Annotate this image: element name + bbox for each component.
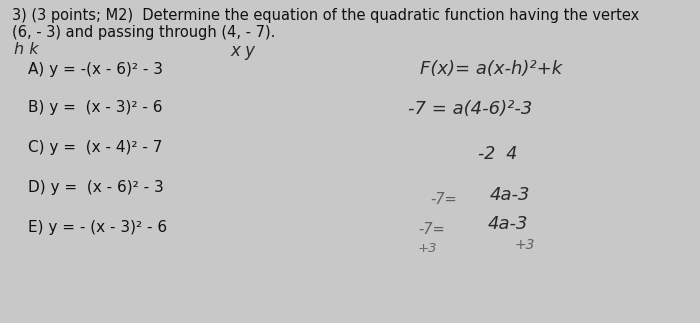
Text: -7=: -7= — [430, 192, 456, 207]
Text: -7=: -7= — [418, 222, 444, 237]
Text: -7 = a(4-6)²-3: -7 = a(4-6)²-3 — [408, 100, 533, 118]
Text: x y: x y — [230, 42, 255, 60]
Text: (6, - 3) and passing through (4, - 7).: (6, - 3) and passing through (4, - 7). — [12, 25, 275, 40]
Text: A) y = -(x - 6)² - 3: A) y = -(x - 6)² - 3 — [28, 62, 163, 77]
Text: F(x)= a(x-h)²+k: F(x)= a(x-h)²+k — [420, 60, 562, 78]
Text: +3: +3 — [515, 238, 536, 252]
Text: 4a-3: 4a-3 — [490, 186, 531, 204]
Text: B) y =  (x - 3)² - 6: B) y = (x - 3)² - 6 — [28, 100, 162, 115]
Text: +3: +3 — [418, 242, 438, 255]
Text: 4a-3: 4a-3 — [488, 215, 528, 233]
Text: E) y = - (x - 3)² - 6: E) y = - (x - 3)² - 6 — [28, 220, 167, 235]
Text: C) y =  (x - 4)² - 7: C) y = (x - 4)² - 7 — [28, 140, 162, 155]
Text: 3) (3 points; M2)  Determine the equation of the quadratic function having the v: 3) (3 points; M2) Determine the equation… — [12, 8, 639, 23]
Text: D) y =  (x - 6)² - 3: D) y = (x - 6)² - 3 — [28, 180, 164, 195]
Text: -2  4: -2 4 — [478, 145, 517, 163]
Text: h k: h k — [14, 42, 38, 57]
